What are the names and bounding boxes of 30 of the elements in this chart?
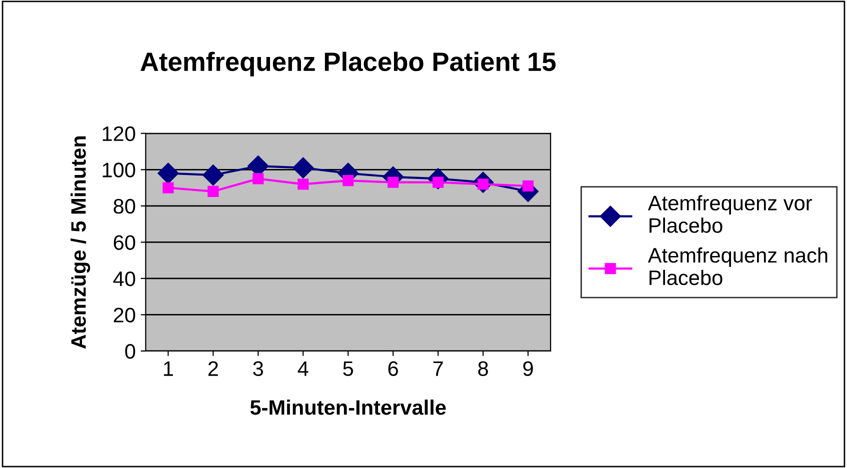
y-tick-label: 100 — [102, 162, 136, 178]
x-tick-label: 9 — [523, 361, 533, 376]
y-tick-label: 120 — [102, 126, 136, 142]
x-tick-label: 6 — [388, 361, 398, 376]
y-axis-title: Atemzüge / 5 Minuten — [70, 136, 90, 349]
y-tick-label: 40 — [113, 271, 136, 286]
point — [162, 182, 174, 194]
x-axis-title: 5-Minuten-Intervalle — [250, 400, 446, 415]
x-tick-label: 2 — [208, 361, 218, 376]
y-tick-label: 20 — [114, 308, 136, 322]
x-tick-label: 8 — [478, 361, 488, 376]
x-tick-label: 3 — [253, 361, 264, 376]
x-tick-label: 1 — [164, 361, 173, 376]
point — [292, 157, 314, 178]
point — [342, 174, 354, 186]
x-tick-label: 4 — [298, 361, 308, 376]
point — [252, 173, 264, 184]
point — [208, 186, 219, 197]
x-tick-label: 7 — [433, 361, 443, 376]
point — [202, 164, 224, 186]
y-tick-label: 60 — [114, 235, 136, 250]
y-tick-label: 0 — [125, 344, 136, 359]
point — [298, 178, 309, 190]
x-tick-label: 5 — [343, 361, 354, 376]
legend-label: Atemfrequenz nach Placebo — [648, 247, 828, 286]
y-tick-label: 80 — [114, 198, 136, 214]
legend-label: Atemfrequenz vor Placebo — [648, 195, 812, 233]
point — [158, 162, 179, 184]
point — [522, 180, 534, 192]
chart-title: Atemfrequenz Placebo Patient 15 — [140, 52, 556, 76]
